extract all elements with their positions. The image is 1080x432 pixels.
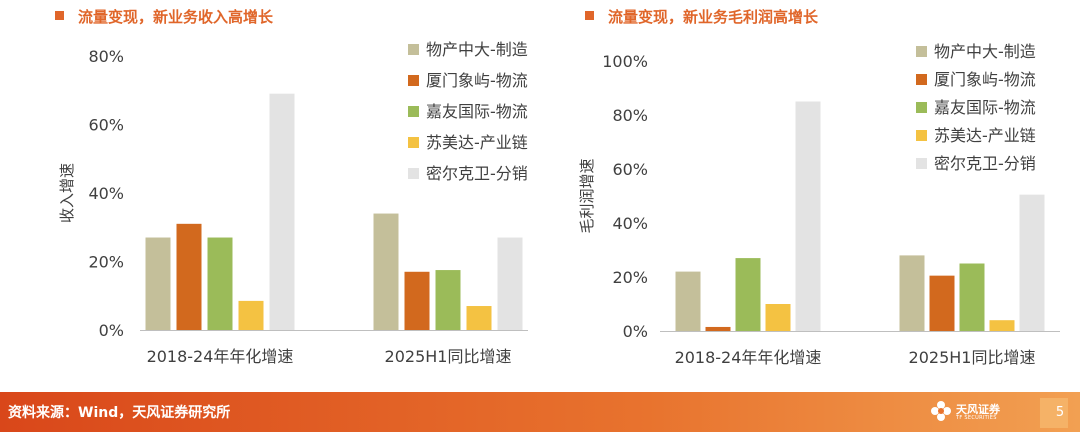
company-logo: 天风证券 TF SECURITIES [930,398,1020,426]
bar [145,237,171,330]
bar [207,237,233,330]
legend-label: 厦门象屿-物流 [426,71,528,90]
logo-name: 天风证券 [956,403,1000,416]
legend-label: 嘉友国际-物流 [426,102,528,121]
bar [929,275,955,331]
legend-swatch [408,168,419,179]
page-number: 5 [1055,405,1065,420]
bar [735,258,761,331]
legend-label: 嘉友国际-物流 [934,98,1036,117]
y-tick-label: 60% [88,116,124,135]
bar [795,101,821,331]
legend-label: 苏美达-产业链 [934,126,1036,145]
x-category-label: 2018-24年年化增速 [147,347,294,366]
legend-label: 物产中大-制造 [426,40,528,59]
legend-swatch [916,158,927,169]
bar [1019,194,1045,331]
bar [675,271,701,331]
y-tick-label: 100% [602,52,648,71]
right-chart-title: 流量变现，新业务毛利润高增长 [585,6,818,28]
legend-swatch [916,130,927,141]
logo-subtitle: TF SECURITIES [956,415,997,421]
right-chart-title-text: 流量变现，新业务毛利润高增长 [608,8,819,26]
y-tick-label: 20% [88,253,124,272]
bar [989,320,1015,331]
legend-swatch [916,46,927,57]
y-tick-label: 80% [88,47,124,66]
bar [497,237,523,330]
legend-label: 密尔克卫-分销 [934,154,1036,173]
legend-swatch [408,137,419,148]
left-chart-title-text: 流量变现，新业务收入高增长 [78,8,274,26]
legend-label: 物产中大-制造 [934,42,1036,61]
y-axis-label: 毛利润增速 [578,158,596,233]
bar [176,223,202,330]
y-tick-label: 0% [623,322,648,341]
bar [269,93,295,330]
title-bullet-icon [55,11,64,20]
legend-swatch [916,102,927,113]
bar [404,271,430,330]
legend-label: 密尔克卫-分销 [426,164,528,183]
source-note: 资料来源：Wind，天风证券研究所 [8,405,231,421]
y-tick-label: 40% [612,214,648,233]
gross-profit-growth-chart: 0% 20% 40% 60% 80% 100% 毛利润增速 2018-24年年化增速 2025H… [578,42,1060,367]
legend-swatch [408,106,419,117]
footer-bar: 资料来源：Wind，天风证券研究所 天风证券 TF SECURITIES [0,392,1080,432]
x-category-label: 2025H1同比增速 [909,348,1036,367]
y-axis-label: 收入增速 [58,163,76,223]
bar [373,213,399,330]
page-corner-box [1040,398,1068,428]
y-tick-label: 80% [612,106,648,125]
bar [466,306,492,330]
y-tick-label: 60% [612,160,648,179]
x-category-label: 2018-24年年化增速 [675,348,822,367]
y-tick-label: 0% [99,321,124,340]
legend-swatch [916,74,927,85]
bar [765,304,791,331]
y-tick-label: 20% [612,268,648,287]
bar [435,270,461,330]
title-bullet-icon [585,11,594,20]
legend-swatch [408,75,419,86]
legend-label: 苏美达-产业链 [426,133,528,152]
legend-swatch [408,44,419,55]
bar [959,263,985,331]
bar [238,300,264,330]
legend-label: 厦门象屿-物流 [934,70,1036,89]
bar [899,255,925,331]
x-category-label: 2025H1同比增速 [385,347,512,366]
footer-divider [0,388,1080,392]
left-chart-title: 流量变现，新业务收入高增长 [55,6,273,28]
bar [705,326,731,331]
y-tick-label: 40% [88,184,124,203]
logo-flower-icon [931,401,951,421]
revenue-growth-chart: 0% 20% 40% 60% 80% 收入增速 2018-24年年化增速 2025H1同比增速… [58,40,528,366]
